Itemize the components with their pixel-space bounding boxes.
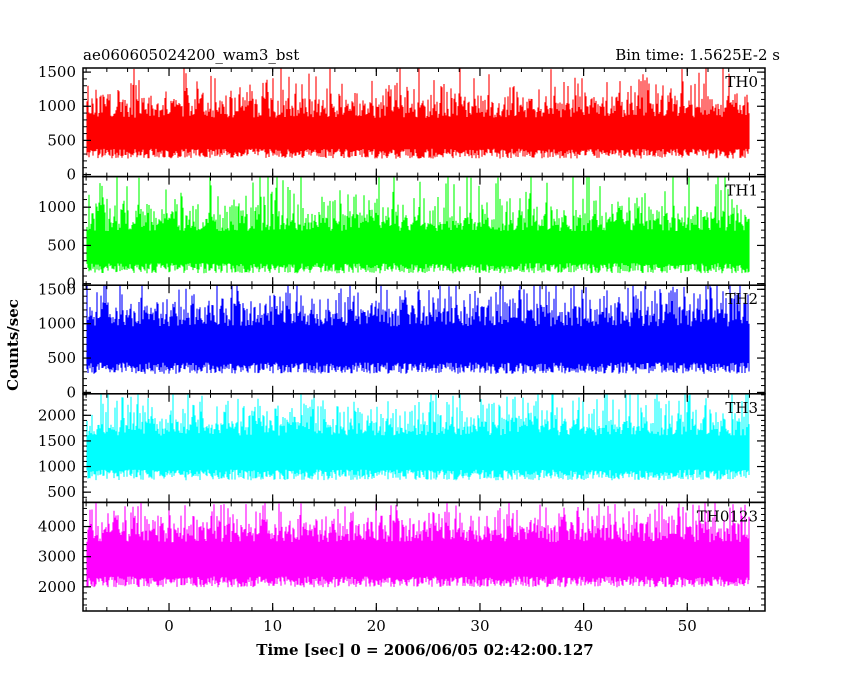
x-tick-label: 40 bbox=[574, 617, 593, 635]
y-tick-label: 500 bbox=[47, 483, 76, 501]
y-tick-label: 0 bbox=[66, 383, 76, 401]
panel-label-th2: TH2 bbox=[725, 290, 758, 308]
y-tick-label: 1000 bbox=[38, 315, 76, 333]
panel-label-th0: TH0 bbox=[725, 73, 758, 91]
y-tick-label: 1500 bbox=[38, 280, 76, 298]
x-tick-label: 10 bbox=[263, 617, 282, 635]
y-tick-label: 0 bbox=[66, 275, 76, 293]
y-tick-label: 3000 bbox=[38, 548, 76, 566]
y-tick-label: 1000 bbox=[38, 458, 76, 476]
y-tick-label: 1500 bbox=[38, 432, 76, 450]
series-trace-th3 bbox=[86, 393, 750, 481]
panel-label-th0123: TH0123 bbox=[697, 507, 758, 525]
series-trace-th1 bbox=[86, 176, 750, 274]
y-axis-title: Counts/sec bbox=[4, 299, 22, 391]
y-tick-label: 500 bbox=[47, 131, 76, 149]
y-tick-label: 1000 bbox=[38, 198, 76, 216]
chart-title-right: Bin time: 1.5625E-2 s bbox=[615, 46, 780, 64]
x-tick-label: 50 bbox=[678, 617, 697, 635]
x-tick-label: 0 bbox=[164, 617, 174, 635]
y-tick-label: 500 bbox=[47, 349, 76, 367]
y-tick-label: 500 bbox=[47, 236, 76, 254]
series-trace-th2 bbox=[86, 285, 750, 374]
y-tick-label: 2000 bbox=[38, 578, 76, 596]
y-tick-label: 0 bbox=[66, 166, 76, 184]
panel-label-th1: TH1 bbox=[725, 182, 758, 200]
y-tick-label: 1000 bbox=[38, 97, 76, 115]
panel-label-th3: TH3 bbox=[725, 399, 758, 417]
series-trace-th0 bbox=[86, 68, 750, 159]
panels-group: 050010001500TH005001000TH1050010001500TH… bbox=[38, 63, 766, 635]
y-tick-label: 4000 bbox=[38, 518, 76, 536]
x-tick-label: 30 bbox=[470, 617, 489, 635]
x-tick-label: 20 bbox=[367, 617, 386, 635]
x-axis-title: Time [sec] 0 = 2006/06/05 02:42:00.127 bbox=[256, 641, 593, 659]
y-tick-label: 1500 bbox=[38, 63, 76, 81]
chart-title-left: ae060605024200_wam3_bst bbox=[83, 46, 299, 64]
y-tick-label: 2000 bbox=[38, 406, 76, 424]
series-trace-th0123 bbox=[86, 502, 750, 588]
